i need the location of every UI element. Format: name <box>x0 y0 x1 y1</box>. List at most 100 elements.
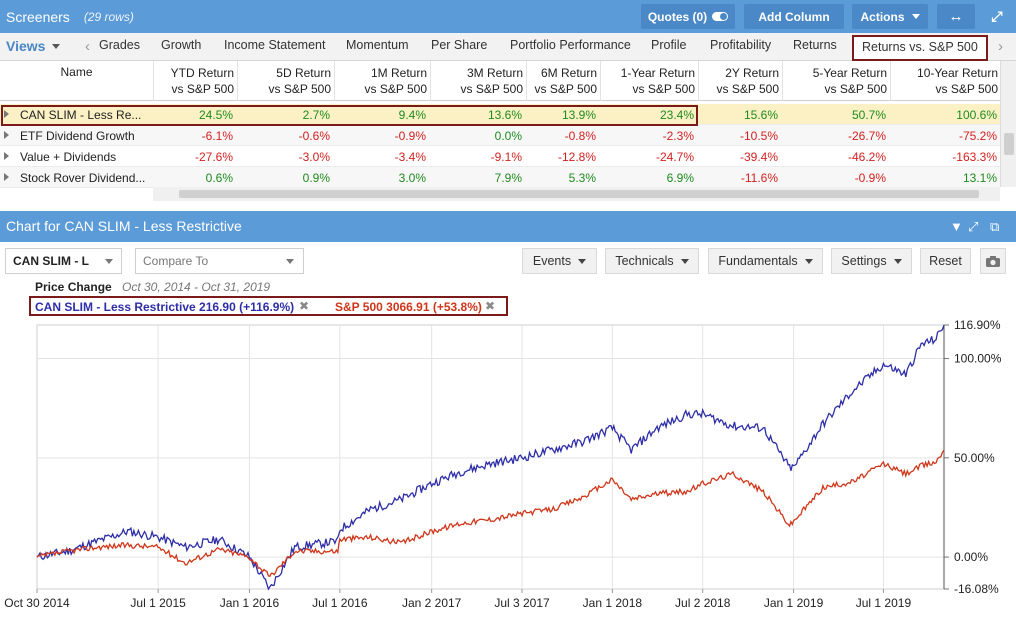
table-header: Name YTD Return vs S&P 500 5D Return vs S&P… <box>0 61 1000 101</box>
actions-button[interactable]: Actions <box>852 4 928 29</box>
column-header[interactable]: 3M Return vs S&P 500 <box>430 61 525 101</box>
column-header[interactable]: 1M Return vs S&P 500 <box>334 61 429 101</box>
table-cell: -163.3% <box>952 150 997 164</box>
scrollbar-thumb[interactable] <box>179 190 979 198</box>
tab-momentum[interactable]: Momentum <box>346 38 409 52</box>
column-header-line1: YTD Return <box>170 66 234 80</box>
chevron-down-icon[interactable]: ▼ <box>950 219 963 234</box>
column-header-line2: vs S&P 500 <box>824 82 887 96</box>
price-chart[interactable]: Oct 30 2014 Jul 1 2015 Jan 1 2016 Jul 1 201… <box>0 318 1016 617</box>
add-column-button[interactable]: Add Column <box>744 4 844 29</box>
table-horizontal-scrollbar[interactable] <box>153 187 1000 201</box>
table-row[interactable]: Stock Rover Dividend... 0.6% 0.9% 3.0% 7.9% 5… <box>0 167 1000 188</box>
events-button[interactable]: Events <box>522 248 597 274</box>
quotes-button[interactable]: Quotes (0) <box>641 4 735 29</box>
quotes-label: Quotes (0) <box>647 9 708 24</box>
views-dropdown[interactable]: Views <box>6 38 61 54</box>
external-link-icon[interactable]: ⧉ <box>990 219 1000 234</box>
remove-sp500-icon[interactable]: ✖ <box>485 299 496 313</box>
column-header[interactable]: 5-Year Return vs S&P 500 <box>782 61 889 101</box>
tab-growth[interactable]: Growth <box>161 38 202 52</box>
tab-profile[interactable]: Profile <box>651 38 687 52</box>
table-cell: -0.9% <box>394 129 426 143</box>
tabs-scroll-left-icon[interactable]: ‹ <box>85 38 90 55</box>
x-tick-label: Jan 1 2018 <box>583 596 643 610</box>
column-header-line1: 5D Return <box>276 66 331 80</box>
expand-row-icon[interactable] <box>4 173 9 181</box>
x-tick-label: Jul 1 2019 <box>856 596 912 610</box>
scrollbar-thumb[interactable] <box>1004 133 1014 155</box>
table-cell: -11.6% <box>740 171 778 185</box>
chevron-down-icon <box>911 14 920 19</box>
column-header-line2: vs S&P 500 <box>534 82 597 96</box>
tab-returns[interactable]: Returns <box>793 38 837 52</box>
reset-button[interactable]: Reset <box>920 248 971 274</box>
table-row[interactable]: CAN SLIM - Less Re... 24.5% 2.7% 9.4% 13.6% 1… <box>0 104 1000 125</box>
table-cell: 13.1% <box>962 171 997 185</box>
x-tick-label: Jul 1 2016 <box>312 596 368 610</box>
table-row[interactable]: ETF Dividend Growth -6.1% -0.6% -0.9% 0.0% -0… <box>0 125 1000 146</box>
column-header[interactable]: YTD Return vs S&P 500 <box>153 61 236 101</box>
column-header[interactable]: 5D Return vs S&P 500 <box>237 61 333 101</box>
expand-row-icon[interactable] <box>4 152 9 160</box>
resize-icon[interactable]: ⤢ <box>968 219 979 234</box>
table-cell: -12.8% <box>557 150 596 164</box>
tabs-scroll-right-icon[interactable]: › <box>998 38 1003 55</box>
maximize-button[interactable]: ⤢ <box>982 4 1012 29</box>
column-header-line1: 1-Year Return <box>620 66 695 80</box>
view-tabs: Views ‹ Grades Growth Income Statement M… <box>0 33 1016 61</box>
table-cell: -24.7% <box>655 150 694 164</box>
expand-row-icon[interactable] <box>4 110 9 118</box>
table-vertical-scrollbar[interactable] <box>1000 61 1016 187</box>
tab-portfolio-performance[interactable]: Portfolio Performance <box>510 38 631 52</box>
table-cell: 0.0% <box>494 129 522 143</box>
tab-profitability[interactable]: Profitability <box>710 38 772 52</box>
series-line-sp500 <box>36 449 945 578</box>
resize-horizontal-icon: ↔ <box>948 8 964 25</box>
column-header-name[interactable]: Name <box>60 65 93 79</box>
remove-canslim-icon[interactable]: ✖ <box>299 299 310 313</box>
table-cell: 0.9% <box>302 171 330 185</box>
table-cell: 0.6% <box>205 171 233 185</box>
table-cell: 7.9% <box>494 171 522 185</box>
expand-width-button[interactable]: ↔ <box>937 4 975 29</box>
table-cell: 6.9% <box>666 171 694 185</box>
technicals-button[interactable]: Technicals <box>605 248 699 274</box>
table-cell: -0.9% <box>854 171 886 185</box>
fundamentals-label: Fundamentals <box>718 254 798 268</box>
table-row[interactable]: Value + Dividends -27.6% -3.0% -3.4% -9.1% -1… <box>0 146 1000 167</box>
column-header[interactable]: 1-Year Return vs S&P 500 <box>600 61 697 101</box>
column-header[interactable]: 6M Return vs S&P 500 <box>526 61 599 101</box>
settings-button[interactable]: Settings <box>831 248 912 274</box>
expand-row-icon[interactable] <box>4 131 9 139</box>
table-cell: -26.7% <box>847 129 886 143</box>
chart-title-bar: Chart for CAN SLIM - Less Restrictive ▼ … <box>0 211 1016 242</box>
y-tick-label: -16.08% <box>954 582 999 596</box>
selected-row-highlight <box>1 105 698 126</box>
column-header[interactable]: 10-Year Return vs S&P 500 <box>890 61 1000 101</box>
tab-income-statement[interactable]: Income Statement <box>224 38 326 52</box>
tab-per-share[interactable]: Per Share <box>431 38 488 52</box>
price-change-label: Price Change <box>35 280 112 294</box>
column-header[interactable]: 2Y Return vs S&P 500 <box>698 61 781 101</box>
compare-to-select[interactable]: Compare To <box>135 248 304 274</box>
y-tick-label: 0.00% <box>954 550 988 564</box>
column-header-line2: vs S&P 500 <box>716 82 779 96</box>
fundamentals-button[interactable]: Fundamentals <box>708 248 823 274</box>
tab-grades[interactable]: Grades <box>99 38 140 52</box>
legend-series-canslim: CAN SLIM - Less Restrictive 216.90 (+116… <box>35 300 295 314</box>
screener-title-bar: Screeners (29 rows) Quotes (0) Add Colum… <box>0 0 1016 33</box>
table-cell: -2.3% <box>662 129 694 143</box>
tab-returns-vs-sp500[interactable]: Returns vs. S&P 500 <box>852 35 988 61</box>
table-cell: 15.6% <box>743 108 778 122</box>
table-cell: 23.4% <box>659 108 694 122</box>
snapshot-button[interactable] <box>980 248 1006 274</box>
symbol-select-value: CAN SLIM - L <box>13 254 89 268</box>
table-cell: 2.7% <box>302 108 330 122</box>
chevron-down-icon <box>680 258 689 264</box>
symbol-select[interactable]: CAN SLIM - L <box>5 248 122 274</box>
settings-label: Settings <box>841 254 887 268</box>
screener-title: Screeners <box>6 8 70 25</box>
table-cell: -3.0% <box>298 150 330 164</box>
column-header-line2: vs S&P 500 <box>364 82 427 96</box>
